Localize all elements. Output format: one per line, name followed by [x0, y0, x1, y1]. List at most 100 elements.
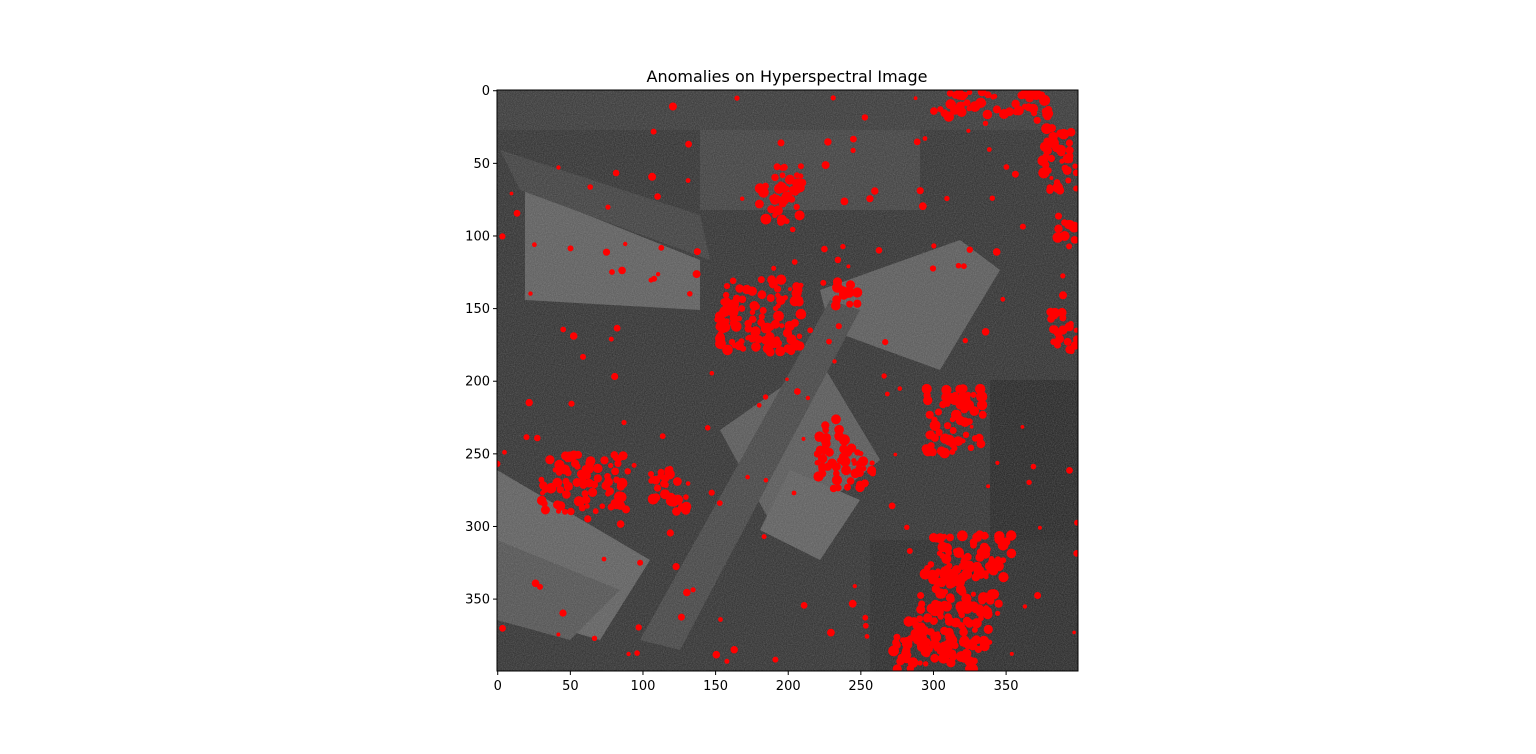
anomaly-pixel	[562, 508, 568, 515]
anomaly-pixel	[814, 431, 825, 442]
anomaly-pixel	[948, 632, 955, 640]
anomaly-pixel	[962, 337, 968, 344]
anomaly-pixel	[935, 408, 942, 416]
anomaly-pixel	[817, 454, 828, 464]
anomaly-pixel	[750, 330, 756, 336]
anomaly-pixel	[1055, 212, 1062, 220]
anomaly-pixel	[946, 658, 956, 668]
anomaly-pixel	[882, 339, 889, 346]
anomaly-pixel	[568, 400, 575, 407]
anomaly-pixel	[969, 424, 974, 429]
anomaly-pixel	[692, 270, 701, 279]
anomaly-pixel	[618, 451, 628, 461]
anomaly-pixel	[649, 475, 656, 482]
anomaly-pixel	[540, 490, 545, 496]
anomaly-pixel	[734, 95, 740, 101]
anomaly-pixel	[968, 564, 976, 571]
anomaly-pixel	[934, 604, 942, 612]
anomaly-pixel	[1059, 291, 1067, 300]
scattered-anomalies	[497, 95, 1078, 664]
anomaly-pixel	[634, 650, 640, 656]
anomaly-pixel	[939, 591, 946, 599]
anomaly-pixel	[825, 447, 834, 457]
anomaly-pixel	[913, 138, 921, 146]
anomaly-pixel	[1072, 237, 1078, 244]
anomaly-pixel	[796, 333, 803, 340]
anomaly-pixel	[497, 460, 501, 468]
anomaly-pixel	[1041, 123, 1052, 135]
anomaly-pixel	[582, 496, 591, 504]
anomaly-pixel	[609, 269, 615, 275]
anomaly-pixel	[554, 459, 565, 470]
anomaly-pixel	[864, 634, 870, 639]
anomaly-pixel	[714, 316, 721, 323]
anomaly-pixel	[791, 288, 802, 299]
anomaly-pixel	[708, 489, 715, 496]
anomaly-pixel	[704, 425, 711, 431]
anomaly-pixel	[834, 256, 842, 264]
anomaly-pixel	[971, 618, 982, 629]
anomaly-pixel	[502, 449, 507, 455]
anomaly-pixel	[1011, 170, 1019, 178]
anomaly-pixel	[690, 587, 696, 593]
anomaly-pixel	[846, 300, 854, 308]
anomaly-pixel	[832, 464, 840, 472]
anomaly-pixel	[1065, 146, 1074, 155]
anomaly-pixel	[786, 334, 797, 345]
anomaly-pixel	[635, 624, 642, 631]
anomaly-pixel	[962, 616, 972, 626]
anomaly-pixel	[962, 431, 970, 438]
anomaly-pixel	[805, 395, 811, 401]
anomaly-pixel	[626, 651, 631, 657]
image-plot-area	[497, 90, 1078, 671]
anomaly-pixel	[970, 591, 977, 597]
anomaly-pixel	[1011, 99, 1020, 109]
anomaly-pixel	[749, 315, 757, 323]
anomaly-pixel	[728, 308, 739, 318]
anomaly-pixel	[523, 434, 530, 441]
anomaly-pixel	[976, 399, 988, 411]
anomaly-pixel	[559, 609, 567, 617]
anomaly-pixel	[657, 468, 665, 476]
anomaly-pixel	[930, 107, 938, 115]
anomaly-pixel	[740, 196, 745, 201]
anomaly-pixel	[978, 596, 987, 605]
y-axis: 0 50 100 150 200 250 300 350	[465, 84, 497, 608]
anomaly-pixel	[556, 165, 561, 170]
anomaly-pixel	[827, 628, 835, 637]
anomaly-overlay	[497, 90, 1078, 671]
anomaly-pixel	[848, 599, 857, 608]
anomaly-pixel	[617, 482, 624, 489]
anomaly-pixel	[774, 285, 782, 293]
anomaly-pixel	[992, 248, 1001, 256]
anomaly-pixel	[892, 664, 902, 671]
anomaly-region	[813, 443, 877, 493]
anomaly-pixel	[897, 654, 904, 661]
anomaly-pixel	[637, 559, 644, 566]
anomaly-pixel	[992, 93, 998, 99]
anomaly-pixel	[662, 481, 669, 488]
anomaly-pixel	[718, 617, 723, 622]
anomaly-pixel	[832, 359, 837, 364]
anomaly-pixel	[673, 477, 682, 486]
anomaly-pixel	[602, 248, 611, 256]
anomaly-pixel	[605, 204, 611, 210]
anomaly-pixel	[668, 102, 677, 111]
anomaly-pixel	[939, 447, 950, 459]
anomaly-pixel	[961, 263, 967, 270]
anomaly-pixel	[1043, 146, 1052, 155]
anomaly-pixel	[534, 434, 541, 442]
anomaly-pixel	[779, 200, 787, 208]
anomaly-pixel	[938, 545, 945, 552]
anomaly-pixel	[499, 624, 506, 632]
anomaly-pixel	[1074, 519, 1078, 526]
y-tick-label: 250	[465, 447, 490, 462]
anomaly-pixel	[981, 328, 990, 336]
anomaly-pixel	[852, 584, 857, 589]
anomaly-pixel	[983, 533, 989, 539]
anomaly-pixel	[528, 291, 533, 296]
anomaly-pixel	[762, 343, 773, 354]
anomaly-pixel	[728, 338, 736, 346]
anomaly-pixel	[794, 186, 802, 194]
anomaly-pixel	[826, 338, 832, 345]
